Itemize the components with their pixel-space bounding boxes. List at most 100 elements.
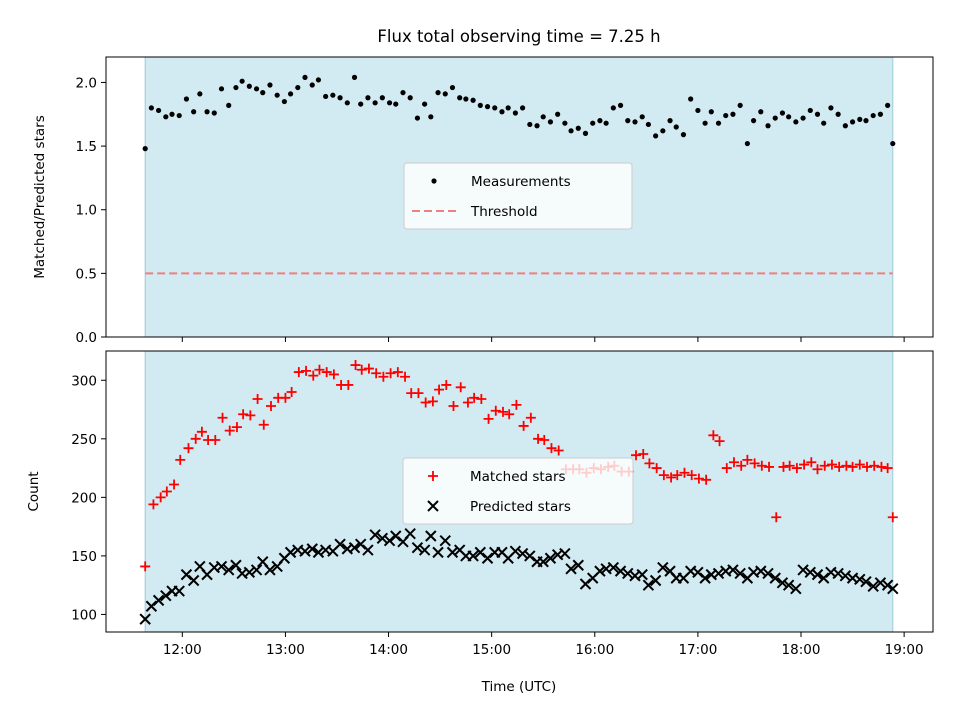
predicted-star-point [411,541,424,554]
matched-star-point [693,473,704,484]
matched-star-point [476,394,487,405]
predicted-star-point [334,538,346,550]
top-y-tick-label: 0.0 [76,330,97,346]
measurement-point [744,140,750,147]
matched-star-point [483,413,494,424]
measurement-point [519,105,526,111]
matched-star-point [265,401,276,412]
measurement-point [211,110,217,116]
matched-star-point [217,412,228,423]
matched-star-point [728,457,739,468]
matched-star-point [420,397,431,408]
predicted-star-point [230,559,242,571]
matched-star-point [363,363,374,374]
measurement-point [155,107,162,114]
measurement-point [505,105,511,111]
top-y-axis-label: Matched/Predicted stars [32,115,48,278]
predicted-star-point [832,567,844,580]
measurement-point [786,114,792,120]
predicted-star-point [614,565,627,577]
matched-star-point [308,370,319,381]
matched-star-point [518,420,529,431]
measurement-point [547,119,554,125]
figure-title: Flux total observing time = 7.25 h [377,27,660,46]
matched-star-point [714,436,725,447]
measurement-point [239,78,245,84]
predicted-star-point [544,552,557,564]
matched-star-point [834,461,845,472]
measurement-point [534,123,540,129]
measurement-point [639,114,645,120]
measurement-point [758,109,764,115]
matched-star-point [887,512,898,523]
measurement-point [372,100,378,106]
matched-star-point [672,470,683,481]
matched-star-point [546,443,557,454]
predicted-star-point [642,579,655,591]
matched-star-point [400,371,411,382]
matched-star-point [286,386,297,397]
bottom-axes-frame [105,350,934,633]
predicted-star-point [804,566,816,578]
measurement-point [737,102,743,108]
bottom-x-tick-label: 16:00 [575,642,614,658]
predicted-star-point [467,550,479,562]
measurement-point [575,125,581,131]
predicted-star-point [797,564,809,576]
predicted-star-point [622,567,634,580]
measurement-point [540,114,546,120]
predicted-star-point [348,541,361,554]
predicted-star-point [727,564,739,576]
measurement-point [204,109,210,115]
predicted-star-point [312,546,325,559]
measurement-point [253,86,260,92]
matched-star-point [742,454,753,465]
matched-star-point [183,443,194,454]
predicted-star-point [572,559,584,571]
matched-star-point [631,450,642,461]
legend-box [403,162,633,230]
measurement-point [492,105,498,111]
predicted-star-point [516,547,529,560]
predicted-star-point [362,544,374,556]
measurement-point [821,120,827,126]
measurement-point [197,91,203,97]
matched-star-point [469,392,480,403]
measurement-point [344,100,350,106]
predicted-star-point [887,582,899,595]
matched-star-point [721,463,732,474]
matched-star-point [196,426,207,437]
measurement-point [281,98,287,105]
legend-x-marker [427,500,439,512]
matched-star-point [869,460,880,471]
measurement-point [148,105,154,111]
predicted-star-point [790,582,802,595]
matched-star-point [328,369,339,380]
matched-star-point [806,457,817,468]
measurement-point [407,95,413,101]
predicted-star-point [404,527,416,540]
predicted-star-point [860,575,872,588]
measurement-point [386,100,393,106]
legend-entry-label: Predicted stars [470,499,571,515]
bottom-y-tick-label: 300 [71,373,97,389]
predicted-star-point [509,545,522,557]
measurement-point [463,96,469,102]
matched-star-point [771,512,782,523]
matched-star-point [799,459,810,470]
measurement-point [309,82,315,88]
predicted-star-point [215,560,228,573]
star-count-panel: Count Time (UTC) 12:00 13:00 14:00 15:00 16:… [26,350,934,695]
predicted-star-point [881,579,894,591]
matched-star-point [701,474,712,485]
matched-star-point [658,470,669,481]
measurement-point [750,118,757,124]
measurement-point [400,90,406,96]
measurement-point [582,130,589,136]
measurement-point [470,97,476,103]
matched-star-point [764,461,775,472]
matched-star-point [490,405,501,416]
predicted-star-point [284,546,297,559]
matched-star-point [245,410,256,421]
top-y-tick-label: 1.0 [76,203,97,219]
